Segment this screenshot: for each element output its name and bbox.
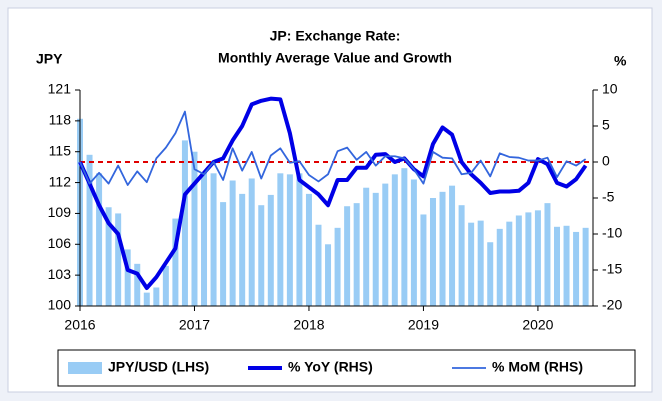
bar — [344, 206, 351, 306]
bar — [534, 210, 541, 306]
legend — [57, 349, 636, 387]
y2-tick-label: 10 — [602, 81, 618, 97]
y-tick-label: 118 — [49, 112, 72, 128]
bar — [429, 198, 436, 306]
bar — [487, 242, 494, 306]
line — [79, 110, 587, 186]
x-tick-label: 2018 — [293, 317, 324, 333]
x-tick-label: 2019 — [408, 317, 439, 333]
y2-tick-label: -20 — [602, 297, 622, 313]
bar — [410, 179, 417, 306]
chart-title: Monthly Average Value and Growth — [218, 50, 452, 66]
bar — [162, 265, 169, 306]
line — [78, 96, 588, 290]
bar — [401, 168, 408, 306]
bar — [506, 221, 513, 306]
y-tick-label: 115 — [49, 142, 72, 158]
bar — [515, 215, 522, 306]
bar — [181, 140, 188, 306]
bar — [496, 228, 503, 306]
bar — [124, 249, 131, 306]
bar — [105, 207, 112, 306]
bar — [363, 187, 370, 306]
legend-label: % MoM (RHS) — [492, 359, 583, 375]
chart-title: JP: Exchange Rate: — [270, 28, 401, 44]
bar — [296, 173, 303, 306]
bar — [439, 191, 446, 306]
y-axis-label: JPY — [36, 51, 63, 67]
bar — [468, 222, 475, 306]
bar — [86, 154, 93, 306]
y2-tick-label: -10 — [602, 225, 622, 241]
bar — [220, 202, 227, 306]
y-tick-label: 106 — [48, 235, 72, 251]
bar — [134, 263, 141, 306]
bar — [573, 231, 580, 306]
bar — [325, 244, 332, 306]
legend-swatch — [68, 362, 102, 374]
bar — [449, 185, 456, 306]
bar — [563, 225, 570, 306]
legend-label: JPY/USD (LHS) — [108, 359, 209, 375]
bar — [382, 183, 389, 306]
bar — [115, 213, 122, 306]
legend-label: % YoY (RHS) — [288, 359, 373, 375]
bar — [191, 151, 198, 306]
y2-tick-label: 0 — [602, 153, 610, 169]
bar — [525, 212, 532, 306]
bar — [544, 203, 551, 306]
bar — [286, 174, 293, 306]
bar — [477, 220, 484, 306]
bar — [420, 214, 427, 306]
bar — [353, 203, 360, 306]
bar — [229, 180, 236, 306]
bar — [315, 224, 322, 306]
bar — [201, 172, 208, 306]
y2-tick-label: -5 — [602, 189, 615, 205]
y2-tick-label: 5 — [602, 117, 610, 133]
x-tick-label: 2017 — [179, 317, 210, 333]
bar — [96, 173, 103, 306]
bar — [143, 292, 150, 306]
bar — [258, 205, 265, 306]
bar — [458, 205, 465, 306]
bar — [305, 193, 312, 306]
y2-axis-label: % — [614, 53, 627, 69]
y-tick-label: 103 — [48, 266, 72, 282]
bar — [172, 218, 179, 306]
bar — [582, 227, 589, 306]
y-tick-label: 100 — [48, 297, 72, 313]
x-tick-label: 2016 — [64, 317, 95, 333]
bar — [277, 173, 284, 306]
bar — [248, 178, 255, 306]
bar — [372, 192, 379, 306]
bar — [153, 287, 160, 306]
bar — [554, 226, 560, 306]
y-tick-label: 112 — [49, 173, 72, 189]
bar — [391, 174, 398, 306]
x-tick-label: 2020 — [522, 317, 553, 333]
bar — [239, 193, 246, 306]
y-tick-label: 109 — [48, 204, 72, 220]
bar — [210, 173, 217, 306]
bar — [267, 194, 274, 306]
y-tick-label: 121 — [48, 81, 72, 97]
bar — [334, 227, 341, 306]
y2-tick-label: -15 — [602, 261, 622, 277]
